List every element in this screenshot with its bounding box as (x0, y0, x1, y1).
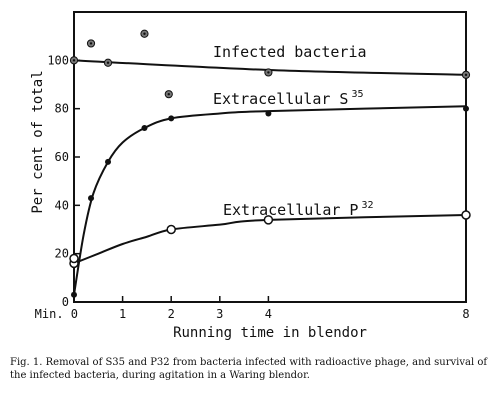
y-tick-label: 0 (62, 295, 69, 309)
data-point-outlier-dot (143, 32, 146, 35)
data-point (88, 195, 95, 202)
data-point (168, 115, 175, 122)
data-point (461, 210, 471, 220)
data-point-dot (72, 59, 76, 62)
x-tick-label: 8 (462, 307, 469, 321)
series-label-1: Extracellular S 35 (213, 89, 364, 108)
series-labels: Infected bacteria Extracellular S 35 Extrac… (213, 43, 374, 219)
x-tick-label: Min. 0 (35, 307, 78, 321)
series-label-superscript: 35 (351, 89, 363, 100)
x-tick-label: 1 (119, 307, 126, 321)
data-point (69, 253, 79, 264)
x-tick-label: 4 (265, 307, 272, 321)
y-axis-title: Per cent of total (30, 70, 46, 213)
chart: 0 20 40 60 80 100 Min. 0 1 2 3 4 8 Infected bacter… (30, 11, 471, 341)
data-point (71, 291, 77, 298)
y-tick-label: 40 (55, 198, 69, 212)
x-axis-title: Running time in blendor (173, 325, 367, 341)
series-points (69, 29, 471, 298)
data-point (166, 224, 176, 235)
data-point-outlier-dot (167, 92, 170, 96)
data-point-dot (267, 71, 270, 74)
series-label-2: Extracellular P 32 (223, 200, 374, 219)
y-axis: 0 20 40 60 80 100 (47, 53, 80, 309)
y-tick-label: 20 (55, 247, 69, 261)
x-tick-label: 3 (216, 307, 223, 321)
series-label-superscript: 32 (361, 200, 373, 211)
y-tick-label: 80 (55, 102, 69, 116)
data-point-dot (464, 73, 468, 77)
data-point-dot (106, 61, 110, 64)
x-tick-label: 2 (168, 307, 175, 321)
data-point-outlier-dot (89, 42, 93, 45)
data-point (463, 105, 469, 112)
series-label-0: Infected bacteria (213, 43, 367, 61)
y-tick-label: 100 (47, 53, 69, 67)
data-point (263, 215, 274, 225)
figure-caption: Fig. 1. Removal of S35 and P32 from bact… (10, 357, 488, 381)
data-point (265, 110, 272, 117)
x-axis: Min. 0 1 2 3 4 8 (35, 296, 470, 321)
y-tick-label: 60 (55, 150, 69, 164)
data-point (105, 158, 112, 165)
data-point (141, 125, 148, 131)
